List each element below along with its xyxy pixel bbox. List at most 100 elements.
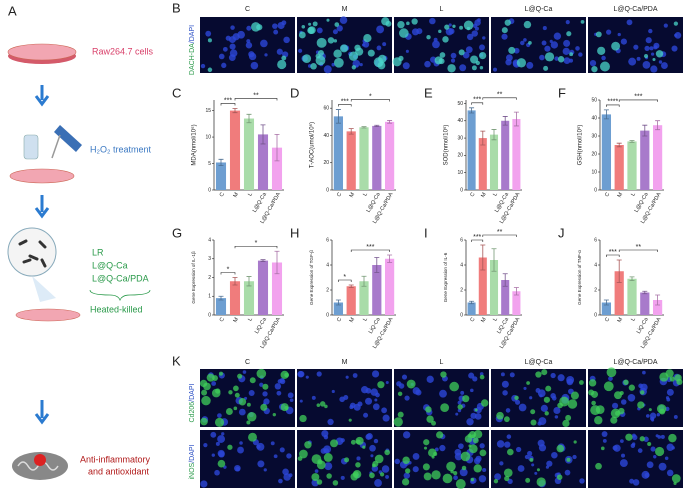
y-tick-label: 0 <box>326 312 329 318</box>
nucleus <box>412 452 420 460</box>
signal <box>384 449 391 456</box>
panel-label: E <box>424 85 433 100</box>
nucleus <box>661 62 668 69</box>
nucleus <box>637 448 643 453</box>
nucleus <box>283 36 290 44</box>
bar <box>512 119 521 190</box>
signal <box>423 446 428 450</box>
nucleus <box>608 376 613 382</box>
nucleus <box>563 39 571 47</box>
signal <box>334 57 344 68</box>
nucleus <box>287 392 294 399</box>
signal <box>523 20 532 29</box>
error-bar <box>387 120 393 124</box>
y-tick-label: 6 <box>594 237 597 243</box>
nucleus <box>482 36 486 40</box>
bar <box>501 280 510 315</box>
bar <box>614 271 624 315</box>
micrograph <box>297 430 392 488</box>
signal <box>355 47 364 56</box>
signal <box>449 381 460 392</box>
y-tick-label: 6 <box>326 237 329 243</box>
nucleus <box>465 46 473 53</box>
nucleus <box>298 370 305 378</box>
signal <box>673 481 677 486</box>
signal <box>674 374 682 382</box>
nucleus <box>554 415 559 419</box>
nucleus <box>620 399 627 405</box>
nucleus <box>439 444 446 452</box>
nucleus <box>221 62 227 68</box>
nucleus <box>217 413 222 418</box>
signal <box>471 434 476 439</box>
bar <box>489 260 499 315</box>
nucleus <box>564 469 571 476</box>
signal <box>659 408 666 415</box>
column-label: M <box>342 6 348 13</box>
bar <box>271 147 283 190</box>
nucleus <box>540 404 548 412</box>
signal <box>262 383 269 390</box>
nucleus <box>524 454 530 460</box>
signal <box>326 18 330 22</box>
signal <box>422 463 430 471</box>
signal <box>362 445 366 449</box>
nucleus <box>636 56 641 61</box>
nucleus <box>646 461 654 469</box>
signal <box>426 35 431 40</box>
nucleus <box>660 434 665 439</box>
nucleus <box>666 388 674 396</box>
micrograph <box>491 17 586 73</box>
micrograph <box>491 430 586 488</box>
nucleus <box>404 395 410 401</box>
arrow <box>34 195 50 219</box>
nucleus <box>260 39 268 48</box>
signal <box>434 56 443 65</box>
signal <box>211 388 221 398</box>
panel-label: I <box>424 225 428 240</box>
signal <box>272 412 277 417</box>
signal <box>200 417 208 426</box>
error-bar <box>218 158 224 167</box>
nucleus <box>644 45 650 51</box>
nucleus <box>332 29 338 35</box>
nucleus <box>551 395 557 401</box>
stain-part: iNOS <box>189 462 196 479</box>
nucleus <box>620 38 627 45</box>
y-axis-label: Gene Expression of IL-1β <box>191 251 196 304</box>
signal <box>479 449 487 457</box>
nucleus <box>246 25 252 31</box>
signal <box>323 453 333 462</box>
nucleus <box>531 463 535 467</box>
signal <box>536 477 546 487</box>
nucleus <box>385 381 389 385</box>
nucleus <box>612 402 619 409</box>
x-tick-label: C <box>336 192 343 198</box>
signal <box>637 401 645 409</box>
signal <box>237 373 243 379</box>
nucleus <box>453 475 458 481</box>
error-bar <box>218 295 224 301</box>
signal <box>557 56 565 63</box>
nucleus <box>359 63 363 67</box>
signal <box>440 371 447 378</box>
x-tick-label: L <box>630 192 637 198</box>
nucleus <box>460 390 465 395</box>
treatment-label: Heated-killed <box>90 304 143 314</box>
y-tick-label: 40 <box>323 133 329 139</box>
y-tick-label: 15 <box>205 108 211 114</box>
nucleus <box>629 478 635 484</box>
signal <box>479 66 484 70</box>
micrograph <box>393 369 489 427</box>
x-tick-label: C <box>469 192 476 198</box>
column-label: L <box>440 6 444 13</box>
signal <box>655 446 665 457</box>
nucleus <box>642 61 651 69</box>
signal <box>377 381 385 389</box>
signal <box>393 417 403 427</box>
image-bg <box>200 430 295 488</box>
column-label: L@Q-Ca/PDA <box>613 359 657 366</box>
column-label: C <box>245 6 250 13</box>
bar <box>501 120 510 190</box>
signal <box>457 404 463 410</box>
